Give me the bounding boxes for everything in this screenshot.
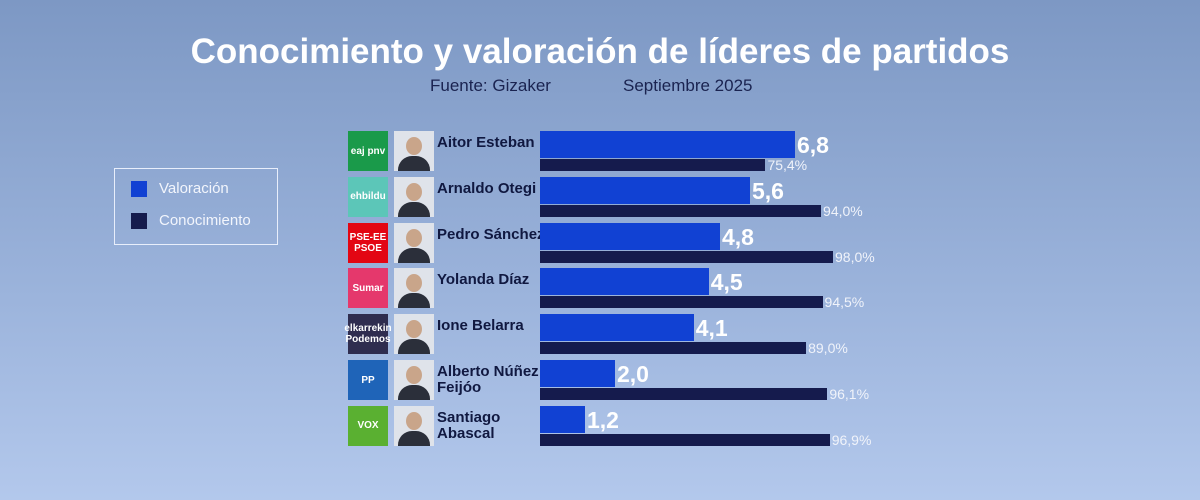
legend-label: Conocimiento <box>159 212 251 229</box>
photo-body <box>398 385 430 400</box>
party-logo: eaj pnv <box>348 131 388 171</box>
leader-name: Arnaldo Otegi <box>437 179 537 197</box>
photo-head <box>406 411 422 430</box>
party-logo: ehbildu <box>348 176 388 217</box>
bar <box>540 405 585 433</box>
photo-body <box>398 201 430 217</box>
bar <box>540 159 766 171</box>
leader-photo <box>394 360 434 400</box>
bar <box>540 250 834 263</box>
leader-name: Aitor Esteban <box>437 134 535 151</box>
leader-name: Santiago Abascal <box>437 408 501 442</box>
leader-name: Yolanda Díaz <box>437 271 530 289</box>
party-logo: PP <box>348 360 388 400</box>
bar <box>540 342 807 355</box>
bar <box>540 176 750 204</box>
value-label: 89,0% <box>808 340 848 357</box>
party-logo: PSE-EE PSOE <box>348 222 388 263</box>
leader-photo <box>394 222 434 263</box>
legend-swatch <box>131 213 147 229</box>
bar <box>540 204 822 217</box>
photo-body <box>398 156 430 171</box>
value-label: 94,0% <box>823 202 863 219</box>
value-label: 6,8 <box>797 132 829 158</box>
value-label: 2,0 <box>617 361 649 387</box>
party-logo: elkarrekin Podemos <box>344 314 392 355</box>
bar <box>540 296 823 309</box>
leader-name: Pedro Sánchez <box>437 225 545 243</box>
photo-body <box>398 430 430 446</box>
value-label: 96,9% <box>831 431 872 448</box>
leader-photo <box>394 131 434 171</box>
party-logo: VOX <box>348 405 388 446</box>
party-logo: Sumar <box>348 268 388 309</box>
leader-photo <box>394 405 434 446</box>
value-label: 75,4% <box>767 157 808 173</box>
bar <box>540 360 615 387</box>
photo-head <box>406 366 422 384</box>
subtitle: Septiembre 2025 <box>623 76 753 95</box>
value-label: 4,5 <box>710 269 743 296</box>
value-label: 4,8 <box>722 223 754 250</box>
photo-body <box>398 293 430 309</box>
bar <box>540 131 795 158</box>
legend <box>114 168 278 245</box>
leader-photo <box>394 176 434 217</box>
value-label: 5,6 <box>752 177 784 204</box>
bar <box>540 433 830 446</box>
photo-head <box>406 182 422 201</box>
leader-photo <box>394 314 434 355</box>
value-label: 1,2 <box>587 406 619 433</box>
value-label: 96,1% <box>829 386 870 402</box>
bar <box>540 222 720 250</box>
photo-body <box>398 247 430 263</box>
leader-name: Alberto Núñez Feijóo <box>437 363 539 396</box>
bar <box>540 388 828 400</box>
photo-head <box>406 320 422 339</box>
photo-head <box>406 228 422 247</box>
value-label: 4,1 <box>695 315 728 342</box>
photo-head <box>406 137 422 155</box>
bar <box>540 268 709 296</box>
chart-title: Conocimiento y valoración de líderes de … <box>190 32 1010 71</box>
bar <box>540 314 694 342</box>
legend-label: Valoración <box>159 180 229 197</box>
legend-swatch <box>131 181 147 197</box>
value-label: 94,5% <box>824 294 865 311</box>
photo-head <box>406 274 422 293</box>
value-label: 98,0% <box>835 248 875 265</box>
leader-photo <box>394 268 434 309</box>
subtitle: Fuente: Gizaker <box>430 76 551 95</box>
leader-name: Ione Belarra <box>437 317 524 335</box>
photo-body <box>398 339 430 355</box>
